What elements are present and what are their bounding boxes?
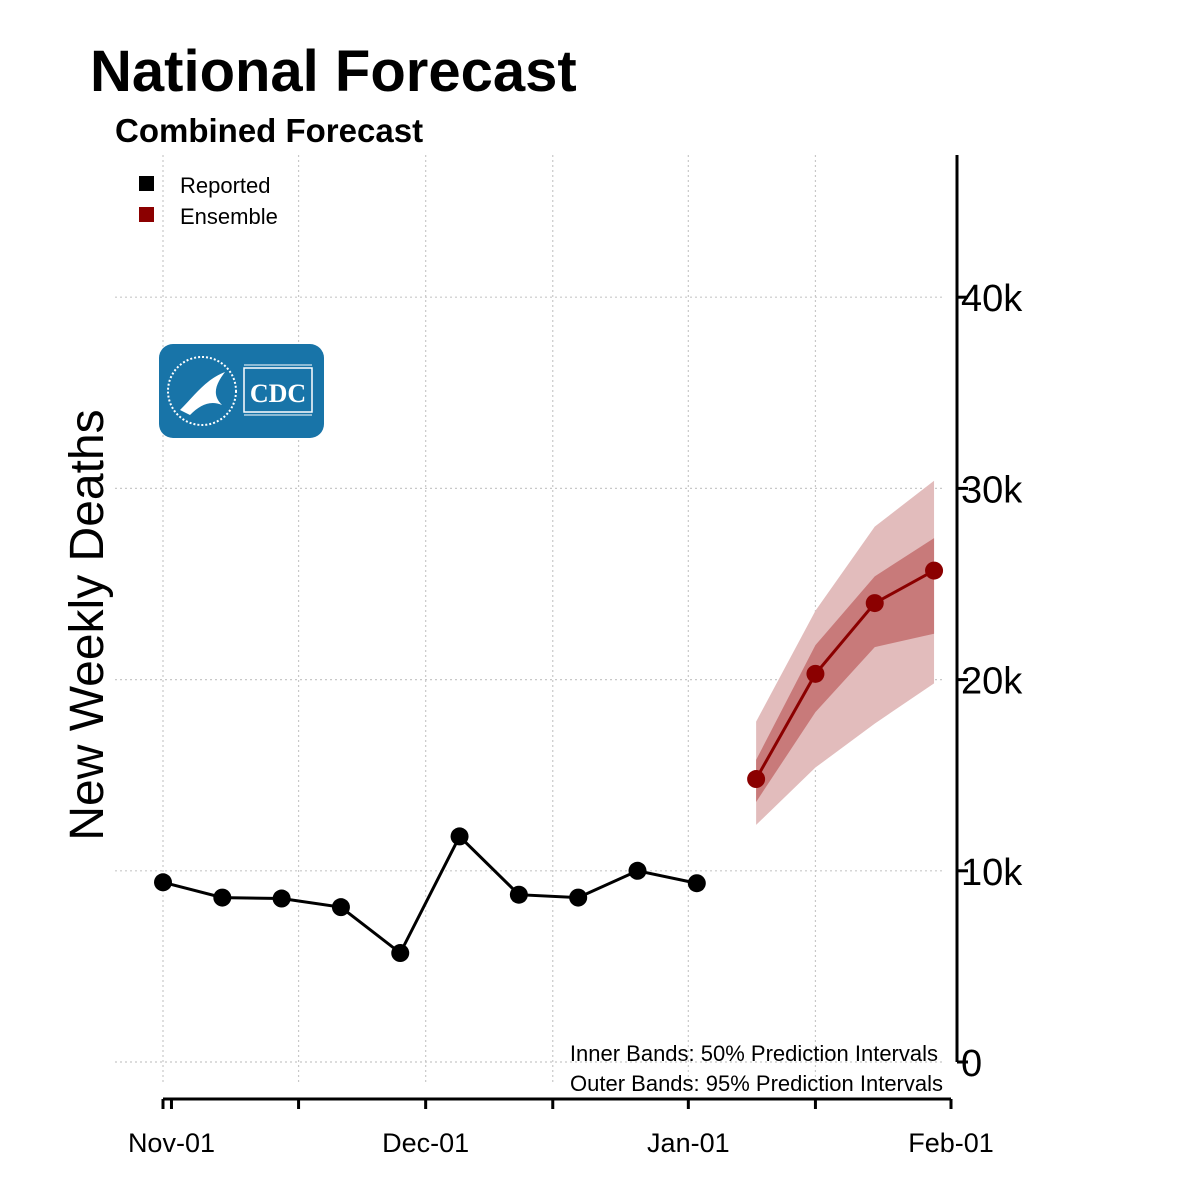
data-point-ensemble (747, 770, 766, 789)
y-tick-label: 40k (961, 278, 1023, 320)
note-outer-bands: Outer Bands: 95% Prediction Intervals (570, 1071, 943, 1096)
data-point-ensemble (865, 594, 884, 613)
data-point-reported (687, 874, 706, 893)
x-tick-label: Dec-01 (382, 1128, 469, 1158)
y-axis-label: New Weekly Deaths (61, 409, 114, 840)
data-point-reported (509, 885, 528, 904)
y-tick-label: 30k (961, 469, 1023, 511)
x-tick-label: Nov-01 (128, 1128, 215, 1158)
x-tick-label: Feb-01 (908, 1128, 994, 1158)
data-point-reported (391, 944, 410, 963)
data-point-reported (450, 827, 469, 846)
cdc-logo: CDC (159, 344, 324, 438)
y-tick-label: 10k (961, 852, 1023, 894)
data-point-ensemble (806, 664, 825, 683)
note-inner-bands: Inner Bands: 50% Prediction Intervals (570, 1041, 938, 1066)
series-points (154, 561, 944, 963)
data-point-reported (628, 861, 647, 880)
series-line-reported (162, 833, 698, 956)
series-line-ensemble (754, 569, 935, 780)
cdc-box (243, 367, 313, 413)
legend-swatch-reported (139, 176, 154, 191)
band-50-ensemble (756, 538, 935, 802)
x-tick-label: Jan-01 (647, 1128, 730, 1158)
data-point-reported (569, 888, 588, 907)
y-tick-label: 0 (961, 1043, 982, 1085)
cdc-logo-text: CDC (250, 379, 306, 408)
data-point-reported (331, 898, 350, 917)
data-point-reported (272, 889, 291, 908)
series-lines (162, 569, 935, 956)
chart-title: National Forecast (90, 39, 577, 104)
axes: 0 10k 20k 30k 40k Nov-01 Dec-01 Jan-01 Feb-01 (128, 155, 1023, 1158)
y-tick-label: 20k (961, 661, 1023, 703)
hhs-seal-icon (167, 356, 237, 426)
legend-swatch-ensemble (139, 207, 154, 222)
prediction-bands (756, 480, 935, 825)
data-point-reported (213, 888, 232, 907)
chart-subtitle: Combined Forecast (115, 112, 424, 149)
data-point-ensemble (925, 561, 944, 580)
legend-label-ensemble: Ensemble (180, 204, 278, 229)
hhs-eagle-icon (180, 372, 225, 415)
legend-label-reported: Reported (180, 173, 271, 198)
legend: Reported Ensemble (139, 173, 278, 229)
data-point-reported (154, 873, 172, 892)
